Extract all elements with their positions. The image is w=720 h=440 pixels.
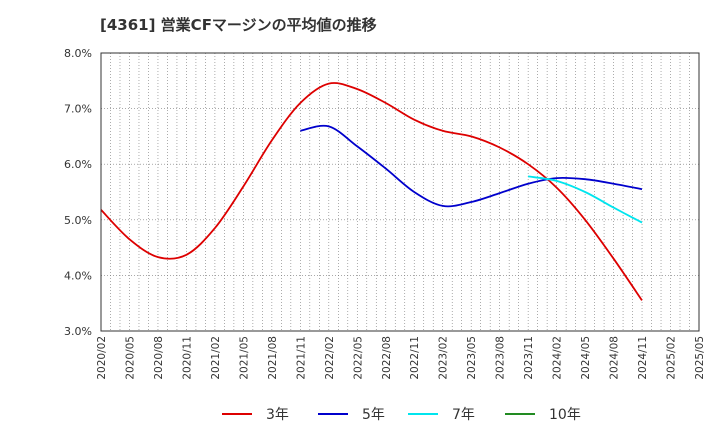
y-tick-label: 5.0% — [64, 214, 92, 227]
y-tick-label: 7.0% — [64, 103, 92, 116]
x-tick-label: 2022/02 — [324, 336, 336, 380]
y-tick-label: 4.0% — [64, 269, 92, 282]
x-tick-label: 2023/02 — [438, 336, 450, 380]
x-tick-label: 2025/02 — [666, 336, 678, 380]
series-line-1 — [100, 82, 643, 301]
x-tick-label: 2023/11 — [523, 336, 535, 380]
legend-label: 5年 — [362, 407, 385, 423]
x-tick-label: 2022/11 — [409, 336, 421, 380]
chart-title: [4361] 営業CFマージンの平均値の推移 — [100, 16, 377, 34]
series-line-2 — [300, 124, 643, 208]
series-line-3 — [527, 175, 643, 224]
y-tick-label: 6.0% — [64, 158, 92, 171]
x-tick-label: 2020/02 — [96, 336, 108, 380]
x-tick-label: 2023/05 — [466, 336, 478, 380]
x-tick-label: 2022/05 — [352, 336, 364, 380]
x-tick-label: 2024/05 — [580, 336, 592, 380]
x-tick-label: 2022/08 — [381, 336, 393, 380]
x-tick-label: 2020/05 — [124, 336, 136, 380]
legend: 3年 5年 7年 10年 — [222, 407, 581, 423]
legend-label: 10年 — [549, 407, 581, 423]
axis-labels: 2020/02 2020/05 2020/08 2020/11 2021/02 2021/… — [64, 47, 706, 380]
y-tick-label: 8.0% — [64, 47, 92, 60]
plot-frame — [100, 52, 700, 332]
legend-label: 3年 — [266, 407, 289, 423]
x-tick-label: 2024/02 — [552, 336, 564, 380]
x-tick-label: 2021/08 — [267, 336, 279, 380]
x-tick-label: 2024/11 — [637, 336, 649, 380]
x-tick-label: 2020/08 — [153, 336, 165, 380]
legend-label: 7年 — [452, 407, 475, 423]
x-tick-label: 2021/05 — [238, 336, 250, 380]
grid-layer — [100, 52, 700, 332]
x-tick-label: 2025/05 — [694, 336, 706, 380]
y-tick-label: 3.0% — [64, 325, 92, 338]
series-layer — [100, 82, 643, 301]
x-tick-label: 2021/11 — [295, 336, 307, 380]
x-tick-label: 2020/11 — [181, 336, 193, 380]
x-tick-label: 2023/08 — [495, 336, 507, 380]
x-tick-label: 2021/02 — [210, 336, 222, 380]
x-tick-label: 2024/08 — [609, 336, 621, 380]
